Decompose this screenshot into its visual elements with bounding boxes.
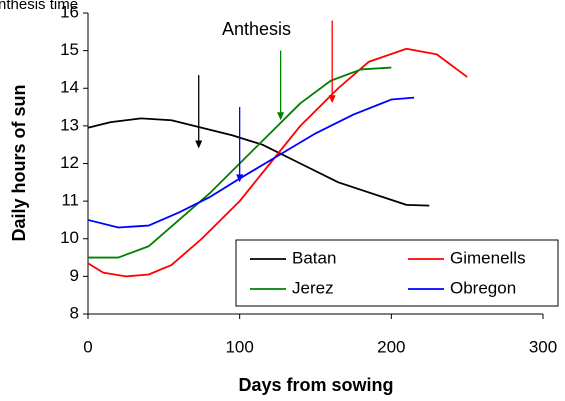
series-line: [87, 117, 430, 207]
arrow-head: [195, 140, 203, 149]
y-tick-label: 12: [60, 153, 79, 172]
x-tick-label: 0: [83, 337, 92, 356]
legend-box: [235, 239, 559, 307]
y-tick-label: 15: [60, 40, 79, 59]
arrow-head: [328, 95, 336, 104]
x-tick-label: 300: [529, 337, 557, 356]
x-tick-label: 200: [377, 337, 405, 356]
y-tick-label: 9: [70, 266, 79, 285]
legend-label: Batan: [292, 248, 336, 267]
y-axis-label: Daily hours of sun: [9, 84, 29, 241]
y-tick-label: 11: [61, 191, 79, 210]
y-tick-label: 13: [60, 115, 79, 134]
legend-label: Jerez: [292, 278, 334, 297]
arrow-head: [236, 174, 244, 183]
y-tick-label: 8: [70, 303, 79, 322]
arrow-head: [277, 112, 285, 121]
legend-label: Gimenells: [450, 248, 526, 267]
legend-label: Obregon: [450, 278, 516, 297]
y-tick-label: 16: [60, 2, 79, 21]
x-axis-label: Days from sowing: [238, 375, 393, 395]
annotation: Anthesis: [222, 19, 291, 39]
annotation: Anthesis time: [0, 0, 78, 13]
x-tick-label: 100: [225, 337, 253, 356]
series-line: [87, 96, 415, 229]
series-line: [87, 47, 468, 278]
y-tick-label: 10: [60, 228, 79, 247]
y-tick-label: 14: [60, 78, 79, 97]
